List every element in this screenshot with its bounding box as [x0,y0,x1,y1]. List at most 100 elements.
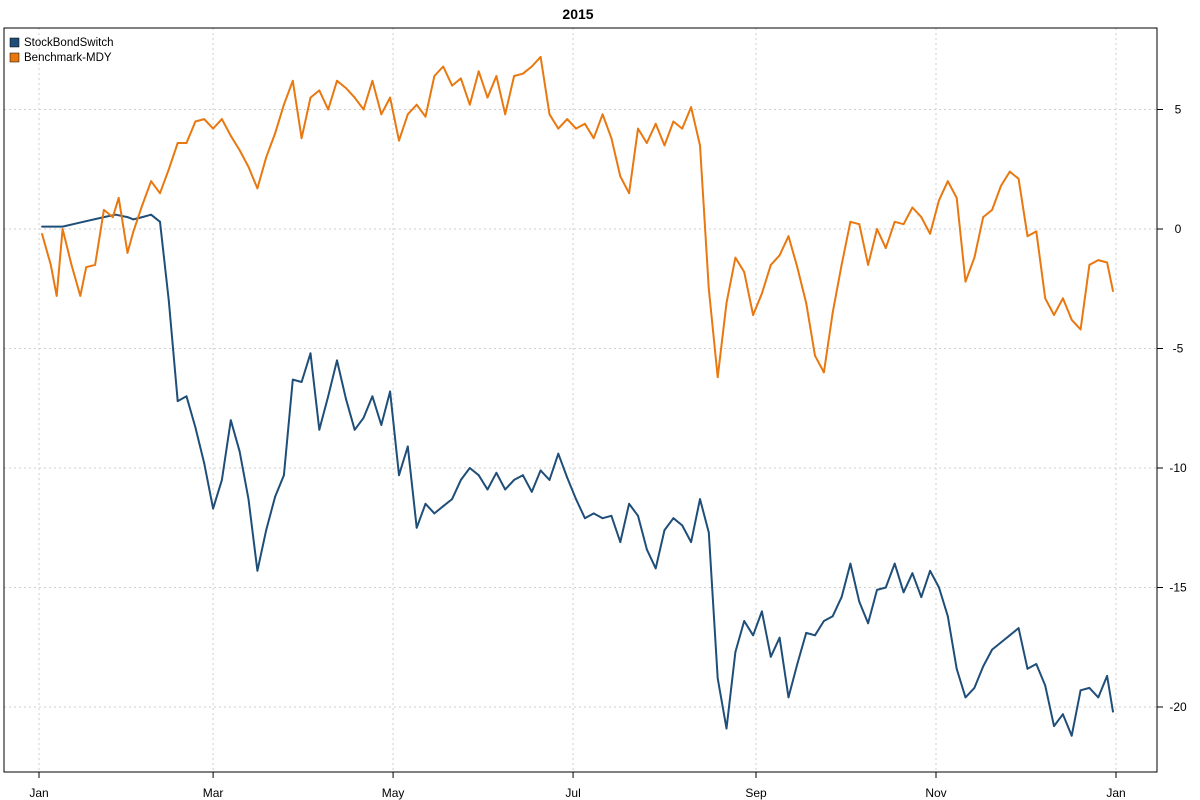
data-point [1026,667,1029,670]
data-point [920,216,923,219]
data-point [406,113,409,116]
data-point [1106,261,1108,264]
data-point [672,120,675,123]
data-point [265,156,268,159]
legend-swatch [9,37,20,48]
data-point [557,127,560,130]
data-point [982,665,985,668]
data-point [504,488,507,491]
data-point [707,287,710,290]
data-point [477,474,480,477]
data-point [1017,627,1020,629]
data-point [734,256,737,259]
data-point [849,220,852,223]
data-point [94,264,96,266]
data-point [229,134,232,137]
data-point [221,479,223,481]
data-point [681,524,684,527]
data-point [256,569,259,572]
data-point [212,127,215,130]
data-point [663,144,666,147]
data-point [805,632,808,634]
data-point [566,118,569,120]
data-point [41,225,43,228]
data-point [1079,328,1082,331]
data-point [911,572,914,575]
data-point [176,400,179,402]
data-point [194,426,197,429]
data-point [117,197,120,199]
data-point [858,600,861,603]
grid [4,28,1157,772]
data-point [929,232,931,235]
series-line [41,55,1114,379]
data-point [946,615,949,618]
data-point [716,376,719,379]
data-point [902,223,905,226]
legend-label: Benchmark-MDY [24,52,112,64]
data-point [752,314,754,316]
data-point [725,727,728,730]
y-tick-label: 0 [1175,222,1182,236]
data-point [229,419,232,422]
data-point [1070,734,1073,737]
data-point [460,77,462,80]
data-point [345,87,347,89]
legend-swatch [9,52,20,63]
data-point [398,474,400,477]
data-point [159,192,161,195]
data-point [628,502,630,505]
data-point [645,142,648,144]
data-point [1079,689,1082,692]
data-point [318,428,321,431]
data-point [371,395,374,398]
data-point [336,359,338,362]
data-point [973,687,976,689]
data-point [309,96,312,99]
data-point [141,204,144,207]
data-point [203,462,206,465]
data-point [283,103,285,106]
data-point [946,180,949,183]
data-point [1044,684,1047,687]
y-tick-label: -15 [1169,581,1187,595]
data-point [398,139,400,142]
data-point [1000,185,1002,187]
series-line [42,213,1114,737]
data-point [769,264,772,266]
data-point [513,479,515,481]
data-point [831,615,834,618]
data-point [1053,314,1055,316]
data-point [283,474,285,477]
data-point [991,209,993,211]
data-point [291,79,294,82]
x-tick-label: Jan [29,786,48,800]
data-point [1097,259,1100,261]
data-point [111,216,114,219]
data-point [522,474,524,477]
data-point [291,378,294,381]
data-point [539,469,542,472]
data-point [619,175,622,178]
data-point [495,75,498,77]
data-point [353,96,356,99]
data-point [1112,290,1114,292]
data-point [468,467,471,469]
data-point [41,232,43,235]
data-point [1017,177,1020,180]
data-point [884,247,887,250]
data-point [1035,230,1038,233]
data-point [362,108,365,111]
data-point [938,199,940,202]
data-point [238,149,241,152]
data-point [336,79,338,82]
data-point [619,541,622,543]
data-point [415,526,418,529]
data-point [575,498,577,500]
data-point [637,127,639,130]
data-point [141,216,144,219]
data-point [424,502,427,505]
data-point [743,271,746,273]
legend-label: StockBondSwitch [24,37,114,49]
